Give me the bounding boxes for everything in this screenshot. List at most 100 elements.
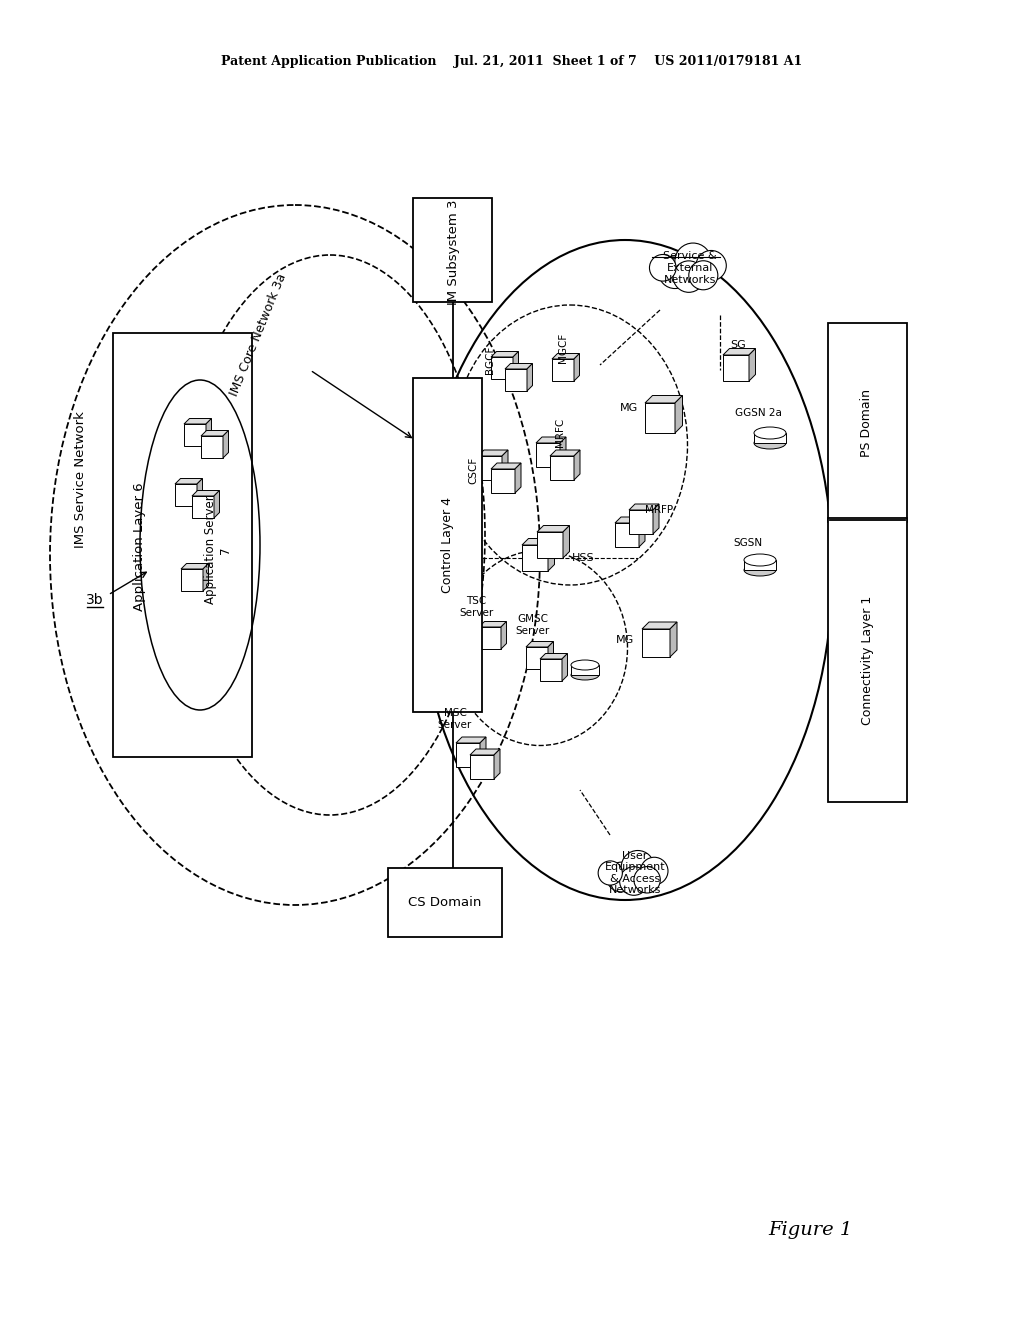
Text: Service &
External
Networks: Service & External Networks: [664, 251, 717, 285]
Polygon shape: [181, 564, 209, 569]
Text: MSC
Server: MSC Server: [438, 709, 472, 730]
Text: HSS: HSS: [572, 553, 595, 564]
Polygon shape: [574, 354, 580, 381]
Polygon shape: [754, 433, 786, 444]
Polygon shape: [645, 396, 683, 403]
Polygon shape: [540, 659, 562, 681]
Text: Patent Application Publication    Jul. 21, 2011  Sheet 1 of 7    US 2011/0179181: Patent Application Publication Jul. 21, …: [221, 55, 803, 69]
Polygon shape: [478, 450, 508, 455]
Polygon shape: [201, 436, 223, 458]
Polygon shape: [501, 622, 507, 649]
Text: IM Subsystem 3: IM Subsystem 3: [446, 199, 460, 305]
Polygon shape: [201, 430, 228, 436]
Polygon shape: [653, 504, 659, 535]
Circle shape: [696, 251, 726, 281]
Text: User
Equipment
& Access
Networks: User Equipment & Access Networks: [605, 850, 666, 895]
Polygon shape: [502, 450, 508, 480]
Polygon shape: [527, 363, 532, 391]
Polygon shape: [675, 396, 683, 433]
Circle shape: [634, 867, 660, 894]
Polygon shape: [490, 469, 515, 492]
FancyBboxPatch shape: [828, 517, 907, 803]
Polygon shape: [548, 539, 555, 572]
Polygon shape: [522, 545, 548, 572]
Text: Connectivity Layer 1: Connectivity Layer 1: [860, 595, 873, 725]
Polygon shape: [206, 418, 212, 446]
Text: GMSC
Server: GMSC Server: [516, 614, 550, 636]
Polygon shape: [552, 354, 580, 359]
Polygon shape: [197, 479, 203, 506]
Polygon shape: [645, 403, 675, 433]
Text: Control Layer 4: Control Layer 4: [441, 498, 455, 593]
Polygon shape: [723, 355, 749, 381]
Polygon shape: [479, 622, 507, 627]
Polygon shape: [629, 510, 653, 535]
Ellipse shape: [754, 426, 786, 440]
Polygon shape: [193, 491, 219, 496]
Ellipse shape: [571, 660, 599, 671]
Circle shape: [598, 861, 623, 886]
Text: BGCF: BGCF: [485, 346, 495, 374]
Text: CS Domain: CS Domain: [409, 896, 481, 909]
Polygon shape: [550, 450, 580, 455]
Circle shape: [658, 256, 691, 289]
Polygon shape: [505, 370, 527, 391]
Polygon shape: [490, 463, 521, 469]
Polygon shape: [478, 455, 502, 480]
Polygon shape: [562, 653, 567, 681]
Polygon shape: [515, 463, 521, 492]
Text: MG: MG: [620, 403, 638, 413]
Polygon shape: [203, 564, 209, 591]
Polygon shape: [479, 627, 501, 649]
Circle shape: [606, 862, 636, 892]
Polygon shape: [456, 737, 486, 743]
Polygon shape: [490, 351, 518, 356]
Polygon shape: [537, 532, 563, 558]
Polygon shape: [494, 748, 500, 779]
FancyBboxPatch shape: [113, 333, 252, 756]
Polygon shape: [670, 622, 677, 657]
Text: IMS Service Network: IMS Service Network: [74, 412, 86, 548]
Circle shape: [640, 857, 668, 884]
Polygon shape: [537, 525, 569, 532]
Text: CSCF: CSCF: [468, 457, 478, 483]
Ellipse shape: [754, 437, 786, 449]
Circle shape: [689, 261, 718, 290]
Polygon shape: [563, 525, 569, 558]
Circle shape: [649, 255, 676, 281]
Polygon shape: [723, 348, 756, 355]
Polygon shape: [184, 418, 212, 424]
Ellipse shape: [744, 564, 776, 576]
Text: IMS Core Network 3a: IMS Core Network 3a: [227, 272, 289, 399]
Text: MRFC: MRFC: [555, 417, 565, 446]
Text: TSC
Server: TSC Server: [459, 597, 494, 618]
Polygon shape: [470, 755, 494, 779]
Ellipse shape: [571, 671, 599, 680]
Polygon shape: [536, 437, 566, 444]
Polygon shape: [456, 743, 480, 767]
Polygon shape: [513, 351, 518, 379]
Polygon shape: [470, 748, 500, 755]
FancyBboxPatch shape: [388, 869, 502, 937]
Polygon shape: [181, 569, 203, 591]
Circle shape: [675, 243, 712, 280]
Text: Application Server
7: Application Server 7: [204, 495, 232, 605]
Polygon shape: [526, 647, 548, 669]
Polygon shape: [615, 523, 639, 546]
Polygon shape: [175, 484, 197, 506]
Polygon shape: [571, 665, 599, 675]
Polygon shape: [642, 622, 677, 630]
Text: GGSN 2a: GGSN 2a: [734, 408, 781, 418]
Polygon shape: [548, 642, 554, 669]
Polygon shape: [175, 479, 203, 484]
Circle shape: [673, 261, 705, 292]
Polygon shape: [744, 560, 776, 570]
Polygon shape: [540, 653, 567, 659]
Polygon shape: [639, 517, 645, 546]
Polygon shape: [223, 430, 228, 458]
Text: MG: MG: [615, 635, 634, 645]
Polygon shape: [526, 642, 554, 647]
Polygon shape: [560, 437, 566, 467]
FancyBboxPatch shape: [413, 198, 492, 302]
Polygon shape: [184, 424, 206, 446]
